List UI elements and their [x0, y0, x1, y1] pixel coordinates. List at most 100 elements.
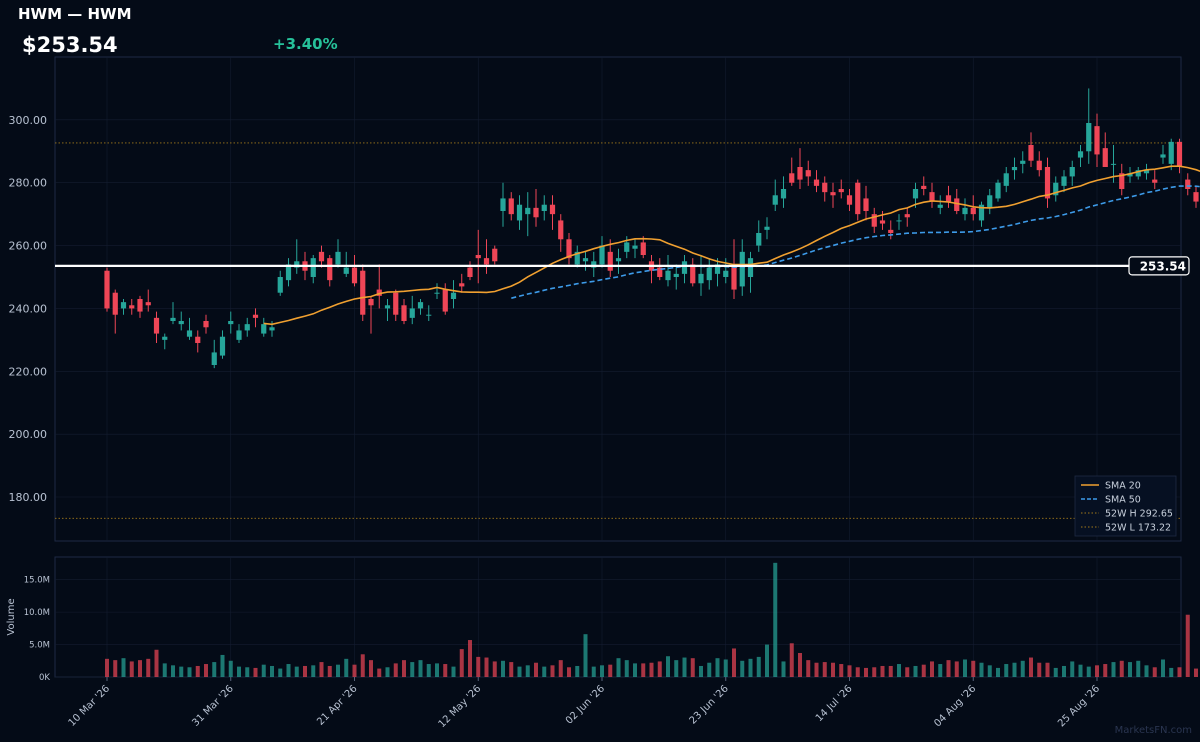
- candle-body: [360, 270, 366, 315]
- volume-bar: [880, 665, 885, 677]
- volume-bar: [410, 662, 415, 677]
- volume-bar: [624, 660, 629, 677]
- volume-bar: [608, 664, 613, 677]
- volume-bar: [748, 658, 753, 677]
- volume-bar: [418, 660, 423, 677]
- volume-bar: [641, 663, 646, 677]
- candle-body: [368, 299, 374, 306]
- volume-bar: [385, 667, 390, 677]
- volume-bar: [303, 665, 307, 677]
- volume-bar: [1128, 662, 1132, 677]
- candle-body: [813, 179, 820, 186]
- volume-bar: [938, 664, 943, 677]
- volume-bar: [1177, 667, 1182, 677]
- candle-body: [384, 305, 391, 309]
- volume-bar: [525, 665, 530, 677]
- candle-body: [417, 302, 424, 309]
- volume-bar: [575, 665, 580, 677]
- candle-body: [1152, 179, 1158, 183]
- volume-bar: [501, 660, 505, 677]
- volume-bar: [294, 666, 299, 677]
- candle-body: [912, 189, 919, 199]
- candle-body: [228, 321, 234, 325]
- candle-body: [261, 324, 267, 334]
- volume-bar: [921, 664, 926, 677]
- candle-body: [137, 299, 143, 312]
- volume-bar: [426, 664, 431, 677]
- volume-bar: [220, 654, 225, 677]
- candle-body: [178, 321, 184, 325]
- volume-panel: [54, 556, 1182, 678]
- volume-bar: [987, 665, 992, 677]
- volume-tick-label: 10.0M: [24, 608, 50, 618]
- candle-body: [1044, 167, 1051, 199]
- candle-body: [170, 317, 176, 321]
- volume-bar: [270, 665, 274, 677]
- volume-bar: [1111, 662, 1116, 677]
- watermark: MarketsFN.com: [1114, 725, 1192, 736]
- candle-body: [1102, 148, 1108, 167]
- volume-bar: [171, 665, 175, 677]
- volume-bar: [996, 667, 1000, 677]
- candle-body: [285, 264, 292, 281]
- candle-body: [558, 220, 564, 240]
- candle-body: [1077, 151, 1084, 158]
- candle-body: [104, 270, 110, 309]
- volume-bar: [1095, 665, 1099, 677]
- candle-body: [376, 289, 382, 296]
- candle-body: [714, 264, 721, 274]
- candle-body: [475, 255, 481, 259]
- volume-bar: [237, 666, 241, 677]
- moving-averages: [263, 165, 1200, 326]
- volume-bar: [954, 661, 959, 677]
- volume-bar: [319, 662, 324, 677]
- candle-body: [195, 336, 201, 343]
- volume-bar: [1062, 665, 1066, 677]
- candle-body: [987, 195, 993, 208]
- candle-body: [846, 195, 853, 205]
- volume-bar: [616, 658, 621, 677]
- volume-bar: [1119, 660, 1124, 677]
- volume-bar: [1152, 667, 1157, 677]
- x-tick-label: 10 Mar '26: [67, 683, 113, 729]
- volume-bar: [476, 656, 481, 677]
- volume-bar: [402, 660, 406, 677]
- volume-bar: [649, 662, 654, 677]
- candle-body: [310, 258, 316, 277]
- candle-body: [1193, 192, 1199, 202]
- candle-body: [797, 167, 803, 180]
- candle-body: [995, 182, 1001, 199]
- legend-box: [1074, 475, 1177, 537]
- volume-bar: [806, 660, 811, 677]
- candle-body: [153, 317, 160, 334]
- candle-body: [351, 267, 358, 284]
- y-tick-label: 260.00: [9, 240, 48, 253]
- volume-bar: [682, 657, 687, 677]
- volume-bars: [105, 562, 1198, 677]
- candle-body: [756, 233, 762, 246]
- x-tick-label: 23 Jun '26: [688, 683, 731, 726]
- candle-body: [1036, 160, 1042, 171]
- candle-body: [657, 267, 663, 277]
- candle-body: [706, 267, 712, 281]
- volume-bar: [187, 667, 192, 677]
- volume-bar: [327, 665, 332, 677]
- candle-body: [219, 336, 226, 356]
- volume-bar: [468, 640, 472, 677]
- volume-bar: [517, 666, 522, 677]
- x-tick-label: 02 Jun '26: [564, 683, 607, 726]
- candle-body: [1053, 182, 1059, 196]
- candle-body: [937, 204, 943, 208]
- candle-body: [1176, 141, 1183, 167]
- candle-body: [112, 292, 118, 315]
- volume-bar: [1194, 668, 1198, 677]
- candle-body: [896, 220, 902, 222]
- candle-body: [1160, 154, 1166, 158]
- candles: [104, 88, 1199, 369]
- candle-body: [871, 214, 877, 227]
- candle-body: [483, 258, 490, 265]
- legend-label: SMA 50: [1105, 495, 1141, 506]
- volume-bar: [492, 661, 497, 677]
- candle-body: [921, 185, 927, 189]
